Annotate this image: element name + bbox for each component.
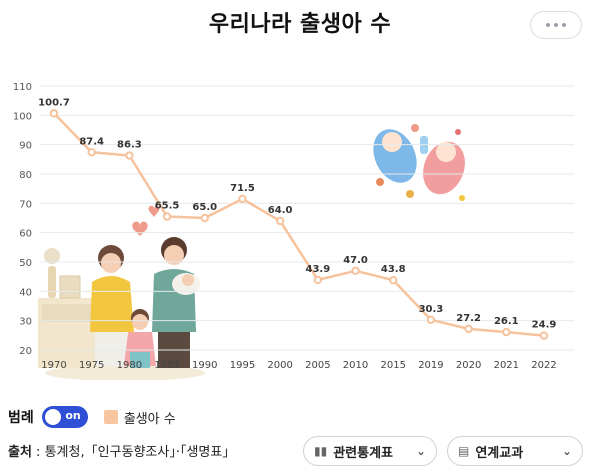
toggle-text: on xyxy=(65,409,81,422)
y-tick-label: 90 xyxy=(19,141,32,152)
x-tick-label: 2005 xyxy=(305,360,330,371)
data-label: 64.0 xyxy=(268,205,293,216)
source-label: 출처 xyxy=(8,445,32,460)
x-tick-label: 1980 xyxy=(117,360,142,371)
babies-illustration xyxy=(373,124,465,201)
x-tick-label: 2022 xyxy=(531,360,556,371)
data-point xyxy=(275,216,285,226)
x-tick-label: 1995 xyxy=(230,360,255,371)
x-tick-label: 1985 xyxy=(154,360,179,371)
chevron-down-icon: ⌄ xyxy=(415,444,426,458)
y-tick-label: 30 xyxy=(19,317,32,328)
y-tick-label: 60 xyxy=(19,229,32,240)
legend-label: 범례 xyxy=(8,410,34,426)
data-point xyxy=(49,109,59,118)
source-note: 출처 : 통계청,「인구동향조사」·「생명표」 xyxy=(8,441,235,460)
data-label: 65.0 xyxy=(192,202,217,213)
series-line xyxy=(53,112,545,337)
data-label: 43.8 xyxy=(381,264,406,275)
data-point xyxy=(87,148,96,157)
source-text: : 통계청,「인구동향조사」·「생명표」 xyxy=(31,445,236,460)
more-dot-icon xyxy=(554,23,558,27)
y-tick-label: 80 xyxy=(19,170,32,181)
legend-swatch xyxy=(103,410,118,424)
y-tick-label: 100 xyxy=(13,111,32,122)
data-point xyxy=(238,194,247,204)
chevron-down-icon: ⌄ xyxy=(561,444,572,458)
chart-title: 우리나라 출생아 수 xyxy=(208,12,392,37)
toggle-knob xyxy=(44,409,61,425)
data-label: 27.2 xyxy=(456,313,481,324)
data-label: 71.5 xyxy=(230,183,255,194)
linked-subject-dropdown[interactable]: ▤ 연계교과 ⌄ xyxy=(447,436,583,466)
data-label: 100.7 xyxy=(38,97,70,108)
more-dot-icon xyxy=(546,23,550,27)
linked-subject-label: 연계교과 xyxy=(475,445,524,461)
data-label: 86.3 xyxy=(117,140,142,151)
data-label: 26.1 xyxy=(494,316,519,327)
x-tick-label: 2000 xyxy=(267,360,292,371)
y-tick-label: 20 xyxy=(19,346,32,357)
related-stats-label: 관련통계표 xyxy=(333,445,394,461)
data-label: 65.5 xyxy=(155,201,180,212)
legend-item-births[interactable]: 출생아 수 xyxy=(103,408,176,427)
legend-row: 범례 on 출생아 수 xyxy=(8,404,176,430)
data-point xyxy=(313,275,323,285)
data-label: 43.9 xyxy=(306,264,331,275)
bar-chart-icon: ▮▮ xyxy=(314,444,328,458)
legend-item-label: 출생아 수 xyxy=(123,411,176,427)
data-label: 47.0 xyxy=(343,255,368,266)
data-point xyxy=(389,275,398,285)
x-tick-label: 2019 xyxy=(418,360,443,371)
data-point xyxy=(539,331,549,340)
more-dot-icon xyxy=(562,23,566,27)
data-point xyxy=(351,266,360,276)
y-tick-label: 110 xyxy=(13,82,32,93)
data-point xyxy=(162,212,172,221)
legend-toggle[interactable]: on xyxy=(41,406,88,428)
family-illustration xyxy=(38,205,205,381)
data-label: 87.4 xyxy=(79,136,104,147)
x-tick-label: 2020 xyxy=(456,360,481,371)
y-tick-label: 70 xyxy=(19,199,32,210)
more-options-button[interactable] xyxy=(530,11,582,39)
book-icon: ▤ xyxy=(458,444,470,458)
line-chart: 20 30 40 50 60 70 80 90 100 110 1970 1975 1980 1985 19… xyxy=(13,82,574,381)
x-tick-label: 1975 xyxy=(79,360,104,371)
data-label: 24.9 xyxy=(532,320,557,331)
x-tick-label: 1990 xyxy=(192,360,217,371)
y-tick-label: 40 xyxy=(19,287,32,298)
data-point xyxy=(426,315,436,324)
data-point xyxy=(200,213,209,223)
data-point xyxy=(502,327,511,337)
x-tick-label: 2021 xyxy=(494,360,519,371)
y-tick-label: 50 xyxy=(19,258,32,269)
data-point xyxy=(125,151,134,160)
x-tick-label: 1970 xyxy=(41,360,66,371)
x-tick-label: 2010 xyxy=(343,360,368,371)
data-point xyxy=(464,324,473,334)
x-tick-label: 2015 xyxy=(381,360,406,371)
data-label: 30.3 xyxy=(419,304,444,315)
chart-area: 20 30 40 50 60 70 80 90 100 110 1970 1975 1980 1985 19… xyxy=(0,70,600,381)
related-stats-dropdown[interactable]: ▮▮ 관련통계표 ⌄ xyxy=(303,436,437,466)
